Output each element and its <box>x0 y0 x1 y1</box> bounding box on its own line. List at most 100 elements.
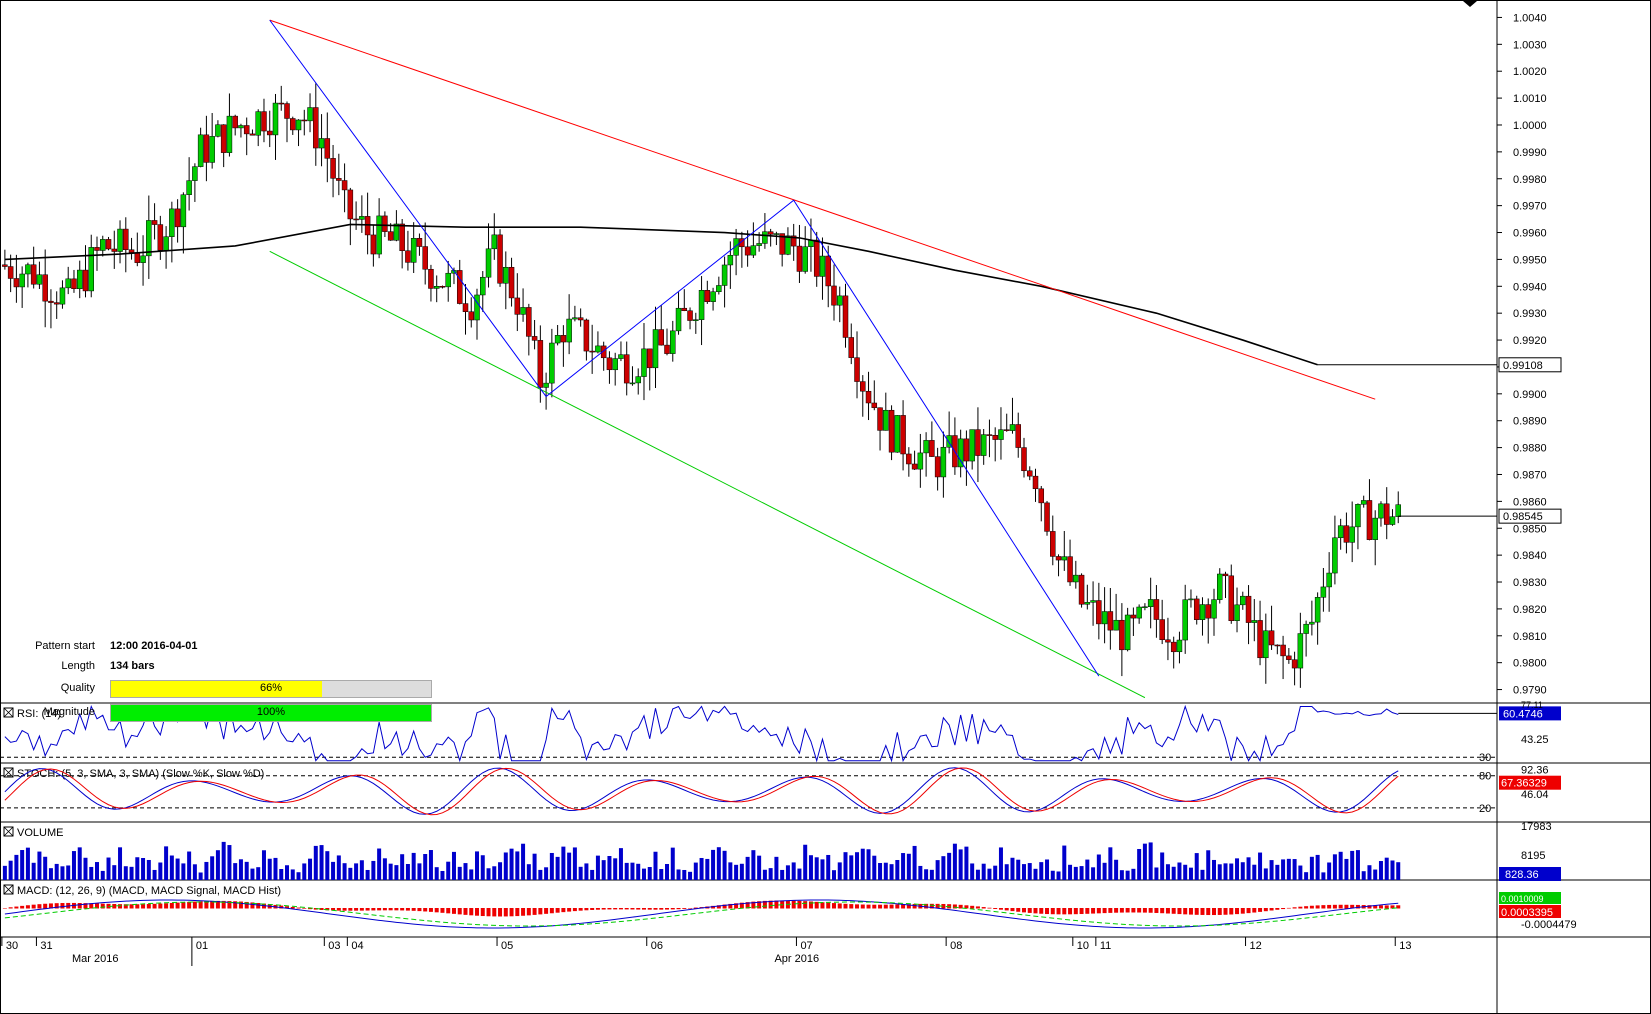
volume-bar <box>331 861 336 880</box>
candle-body <box>209 136 215 163</box>
candle-body <box>1170 641 1177 653</box>
macd-histogram-bar <box>354 908 359 911</box>
candle-body <box>1084 602 1091 605</box>
candles-group <box>2 83 1401 688</box>
macd-histogram-bar <box>808 901 813 909</box>
candle-body <box>180 194 187 228</box>
candle-body <box>1257 620 1263 659</box>
macd-histogram-bar <box>359 908 364 911</box>
volume-last-box <box>1499 867 1561 881</box>
candle-body <box>1188 598 1194 601</box>
rsi-axis-top-label: 77.11 <box>1521 700 1543 710</box>
candle-body <box>111 248 118 252</box>
macd-histogram-bar <box>1096 908 1101 914</box>
price-tick-label: 0.9960 <box>1513 228 1547 240</box>
volume-bar <box>987 868 992 880</box>
volume-bar <box>169 855 174 880</box>
candle-body <box>1378 503 1384 519</box>
volume-bar <box>624 862 629 880</box>
candle-body <box>353 218 359 221</box>
macd-histogram-bar <box>716 905 721 909</box>
macd-histogram-bar <box>1160 908 1165 914</box>
candle-body <box>957 438 964 468</box>
volume-bar <box>83 857 88 880</box>
macd-histogram-bar <box>1315 905 1320 909</box>
volume-bar <box>475 851 480 880</box>
macd-histogram-bar <box>77 903 82 909</box>
macd-histogram-bar <box>745 902 750 909</box>
length-label: Length <box>61 660 95 672</box>
macd-histogram-bar <box>670 908 675 910</box>
volume-bar <box>267 858 272 880</box>
volume-bar <box>1355 850 1360 880</box>
macd-histogram-bar <box>285 906 290 909</box>
time-day-label: 07 <box>800 940 812 952</box>
volume-bar <box>544 867 549 880</box>
volume-bar <box>308 858 313 880</box>
volume-bar <box>100 870 105 880</box>
macd-histogram-bar <box>365 908 370 911</box>
macd-histogram-bar <box>987 907 992 909</box>
macd-histogram-bar <box>1281 908 1286 910</box>
macd-histogram-bar <box>238 901 243 909</box>
candle-body <box>1320 586 1327 598</box>
candle-body <box>295 119 302 131</box>
candle-body <box>1130 614 1137 619</box>
macd-histogram-bar <box>872 904 877 909</box>
macd-histogram-bar <box>1039 908 1044 914</box>
volume-bar <box>1056 871 1061 880</box>
candle-body <box>53 302 60 305</box>
volume-bar <box>1091 867 1096 880</box>
magnitude-percent: 100% <box>256 706 286 718</box>
volume-bar <box>1275 864 1280 880</box>
volume-bar <box>256 867 261 880</box>
volume-bar <box>1235 858 1240 880</box>
candle-body <box>917 452 924 470</box>
candle-body <box>146 220 152 257</box>
macd-histogram-bar <box>855 904 860 909</box>
volume-bar <box>768 868 773 880</box>
candle-body <box>894 415 901 453</box>
candle-body <box>140 255 146 263</box>
candle-body <box>1222 573 1229 577</box>
macd-histogram-bar <box>469 908 474 916</box>
stoch-20-label: 20 <box>1479 803 1491 815</box>
volume-bar <box>549 852 554 880</box>
macd-histogram-bar <box>486 908 491 917</box>
candle-body <box>716 285 722 293</box>
candle-body <box>238 125 244 129</box>
candle-body <box>577 317 584 321</box>
candle-body <box>59 287 66 305</box>
macd-histogram-bar <box>1142 908 1147 913</box>
volume-bar <box>1315 854 1320 880</box>
macd-histogram-bar <box>48 903 53 909</box>
volume-last-label: 828.36 <box>1505 869 1539 881</box>
macd-histogram-bar <box>878 904 883 909</box>
volume-bar <box>1062 845 1067 880</box>
macd-histogram-bar <box>377 908 382 911</box>
candle-body <box>255 111 261 136</box>
volume-bar <box>924 869 929 880</box>
time-day-label: 30 <box>6 940 18 952</box>
candle-body <box>1211 599 1217 619</box>
volume-bar <box>808 855 813 880</box>
candle-body <box>48 300 54 303</box>
candle-body <box>1291 659 1298 669</box>
volume-bar <box>146 859 151 880</box>
volume-bar <box>492 866 497 880</box>
volume-bar <box>601 860 606 880</box>
macd-histogram-bar <box>958 904 963 909</box>
macd-histogram-bar <box>970 905 975 909</box>
candle-body <box>433 286 440 289</box>
volume-bar <box>1229 863 1234 880</box>
candle-body <box>560 335 567 343</box>
time-day-label: 11 <box>1100 940 1111 952</box>
volume-bar <box>152 869 157 880</box>
macd-histogram-bar <box>1332 904 1337 909</box>
price-tick-label: 1.0000 <box>1513 120 1547 132</box>
candle-body <box>7 266 14 279</box>
macd-histogram-bar <box>14 906 19 909</box>
volume-bar <box>590 869 595 880</box>
macd-histogram-bar <box>682 908 687 909</box>
